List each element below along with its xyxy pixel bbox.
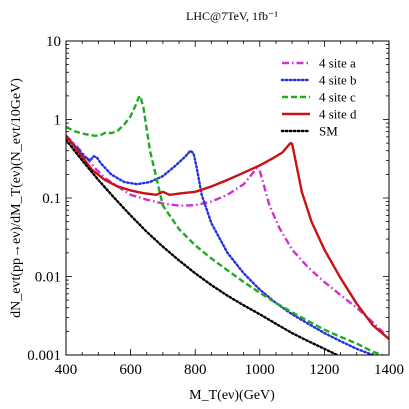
series-layer	[66, 94, 389, 355]
series-line-2	[66, 134, 376, 355]
series-line-3	[66, 94, 383, 355]
legend-label-5: SM	[319, 124, 338, 139]
legend-label-2: 4 site b	[319, 73, 357, 88]
series-line-5	[66, 138, 340, 355]
x-tick-label: 1200	[309, 362, 339, 378]
x-tick-label: 400	[55, 362, 78, 378]
x-tick-label: 1000	[245, 362, 275, 378]
x-tick-label: 1400	[374, 362, 404, 378]
y-tick-label: 0.001	[27, 348, 61, 364]
series-line-4	[66, 135, 389, 340]
y-tick-label: 10	[46, 34, 61, 50]
legend: 4 site a 4 site b 4 site c 4 site d SM	[280, 56, 357, 139]
y-tick-label: 0.01	[35, 270, 61, 286]
legend-label-3: 4 site c	[319, 90, 356, 105]
x-tick-label: 800	[184, 362, 207, 378]
chart-title: LHC@7TeV, 1fb⁻¹	[186, 9, 278, 23]
y-tick-label: 1	[54, 113, 62, 129]
legend-label-4: 4 site d	[319, 107, 357, 122]
tick-layer: 400 600 800 1000 1200 1400 0.001 0.01 0.1 1 10	[27, 34, 404, 378]
legend-label-1: 4 site a	[319, 56, 356, 71]
plot-frame	[65, 40, 390, 356]
series-line-1	[66, 134, 387, 336]
x-tick-label: 600	[119, 362, 142, 378]
x-axis-label: M_T(eν)(GeV)	[189, 388, 275, 403]
y-axis-label: dN_evt(pp→eν)/dM_T(eν)(N_evt/10GeV)	[9, 78, 24, 318]
y-tick-label: 0.1	[42, 191, 61, 207]
